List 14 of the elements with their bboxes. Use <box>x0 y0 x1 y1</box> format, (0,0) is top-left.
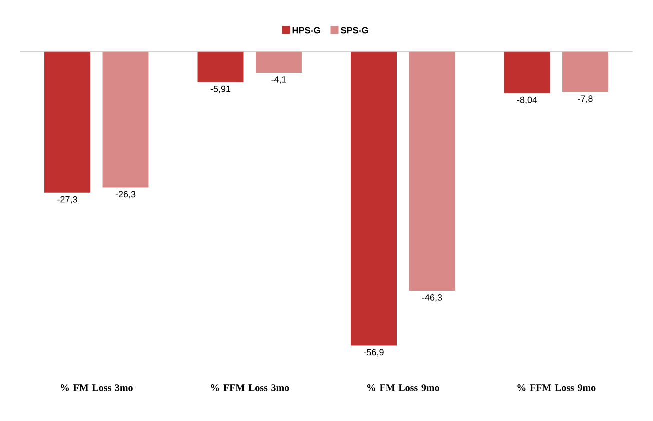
data-label: -46,3 <box>422 294 442 302</box>
x-tick-label: % FFM Loss 9mo <box>518 384 596 392</box>
legend-label: SPS-G <box>341 27 368 34</box>
data-label: -27,3 <box>58 196 78 204</box>
x-tick-label: % FM Loss 9mo <box>367 384 440 392</box>
data-label: -26,3 <box>116 191 136 199</box>
data-label: -5,91 <box>210 86 231 94</box>
x-tick-label: % FFM Loss 3mo <box>211 384 290 392</box>
legend-label: HPS-G <box>292 27 320 34</box>
data-label: -7,8 <box>578 96 593 104</box>
x-tick-label: % FM Loss 3mo <box>60 384 133 392</box>
data-label: -56,9 <box>364 349 384 357</box>
data-label: -4,1 <box>272 76 286 84</box>
data-label: -8,04 <box>517 96 538 104</box>
